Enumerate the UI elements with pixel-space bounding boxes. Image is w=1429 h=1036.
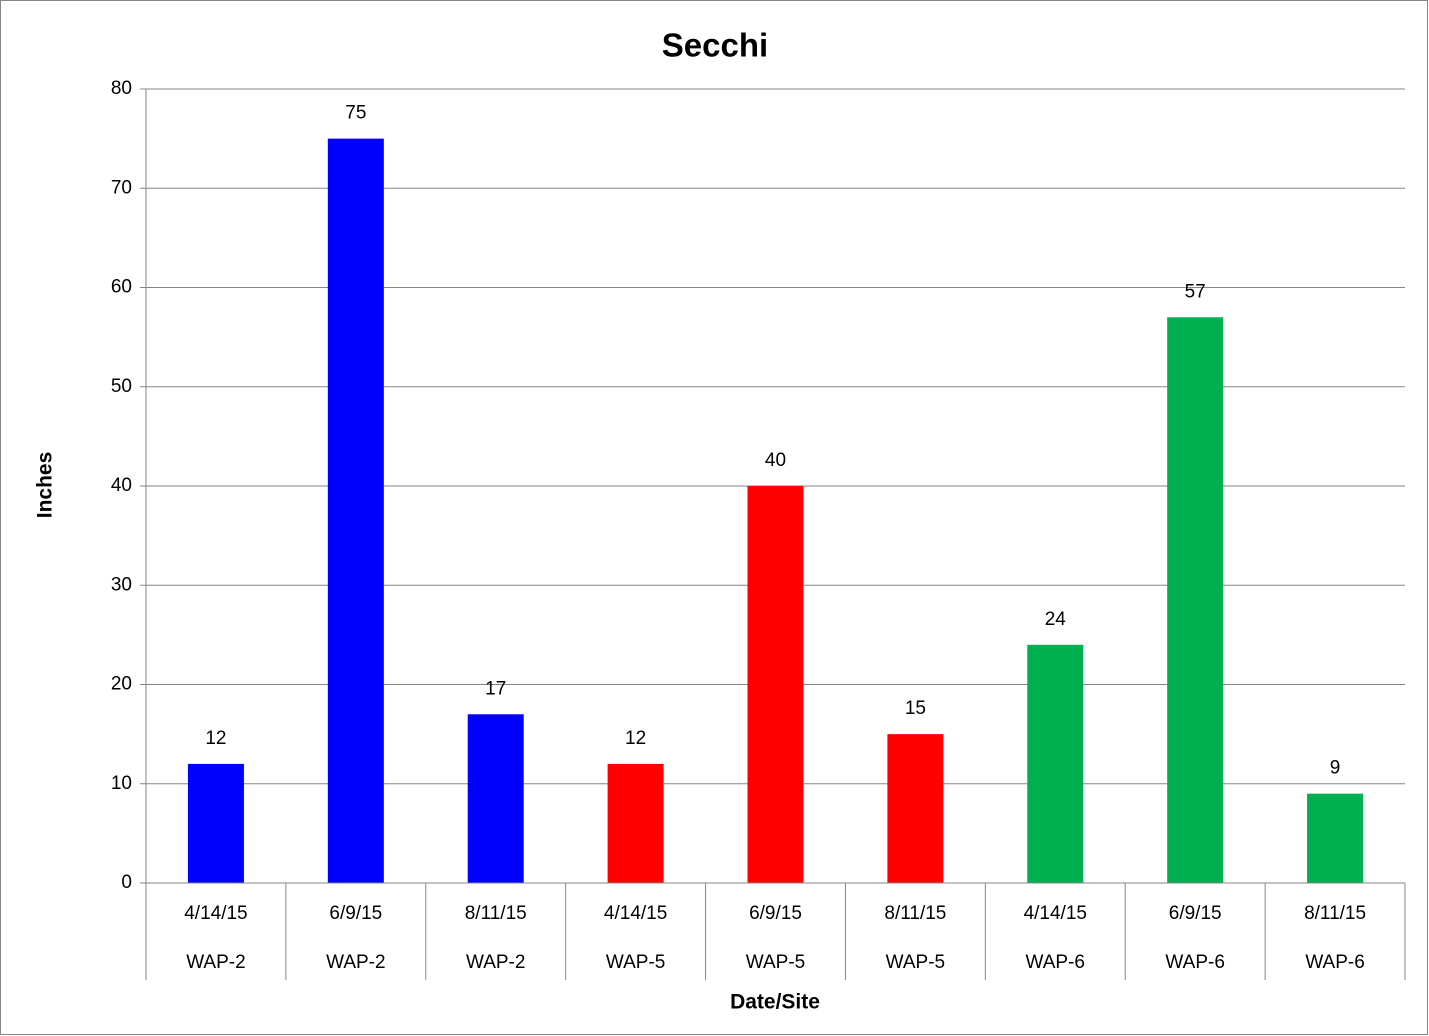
data-label: 15 bbox=[905, 698, 926, 719]
bar bbox=[607, 763, 664, 883]
y-tick-label: 30 bbox=[111, 574, 132, 595]
site-label: WAP-2 bbox=[466, 952, 525, 973]
bar bbox=[1307, 793, 1364, 883]
site-label: WAP-2 bbox=[186, 952, 245, 973]
data-label: 40 bbox=[765, 450, 786, 471]
data-label: 75 bbox=[345, 103, 366, 124]
site-label: WAP-5 bbox=[746, 952, 805, 973]
data-label: 57 bbox=[1185, 281, 1206, 302]
site-label: WAP-6 bbox=[1165, 952, 1224, 973]
x-tick-label: 6/9/15 bbox=[749, 903, 802, 924]
y-tick-label: 20 bbox=[111, 674, 132, 695]
data-label: 12 bbox=[625, 728, 646, 749]
x-tick-label: 4/14/15 bbox=[1024, 903, 1087, 924]
x-axis-label: Date/Site bbox=[730, 991, 820, 1014]
x-tick-label: 4/14/15 bbox=[184, 903, 247, 924]
bar bbox=[747, 486, 804, 883]
bar bbox=[1167, 317, 1224, 883]
y-tick-label: 60 bbox=[111, 277, 132, 298]
y-tick-label: 40 bbox=[111, 475, 132, 496]
site-label: WAP-2 bbox=[326, 952, 385, 973]
bar bbox=[327, 138, 384, 883]
x-tick-label: 8/11/15 bbox=[1304, 903, 1366, 924]
y-tick-label: 50 bbox=[111, 376, 132, 397]
data-label: 17 bbox=[485, 678, 506, 699]
site-label: WAP-6 bbox=[1026, 952, 1085, 973]
data-label: 9 bbox=[1330, 758, 1341, 779]
chart-title: Secchi bbox=[662, 27, 768, 64]
x-tick-label: 6/9/15 bbox=[1169, 903, 1222, 924]
bar bbox=[467, 714, 524, 883]
bar bbox=[887, 734, 944, 883]
site-label: WAP-6 bbox=[1305, 952, 1364, 973]
x-tick-label: 6/9/15 bbox=[329, 903, 382, 924]
bar bbox=[187, 763, 244, 883]
x-tick-label: 8/11/15 bbox=[884, 903, 946, 924]
y-tick-label: 0 bbox=[121, 872, 132, 893]
y-tick-label: 70 bbox=[111, 177, 132, 198]
y-axis-label: Inches bbox=[34, 452, 57, 519]
data-label: 24 bbox=[1045, 609, 1067, 630]
y-tick-label: 10 bbox=[111, 773, 132, 794]
x-tick-label: 4/14/15 bbox=[604, 903, 667, 924]
site-label: WAP-5 bbox=[886, 952, 945, 973]
data-label: 12 bbox=[205, 728, 226, 749]
y-tick-label: 80 bbox=[111, 78, 132, 99]
site-label: WAP-5 bbox=[606, 952, 665, 973]
bar bbox=[1027, 644, 1084, 883]
x-tick-label: 8/11/15 bbox=[465, 903, 527, 924]
